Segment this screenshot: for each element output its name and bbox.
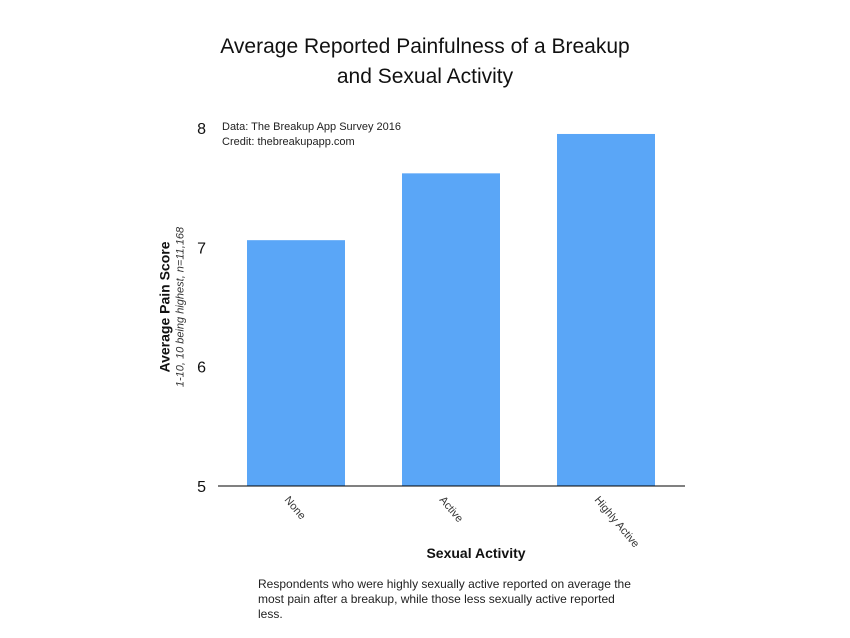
x-tick-label: Highly Active (592, 494, 642, 550)
chart-caption: Respondents who were highly sexually act… (258, 577, 631, 621)
x-tick-label: None (282, 494, 308, 522)
x-tick-label: Active (437, 494, 465, 525)
y-tick-label: 7 (197, 240, 206, 257)
y-axis-title: Average Pain Score (156, 241, 173, 373)
bar-active (402, 173, 500, 486)
bars-group (247, 133, 655, 486)
y-tick-label: 8 (197, 121, 206, 138)
y-tick-label: 5 (197, 479, 206, 496)
x-axis-title: Sexual Activity (426, 545, 526, 561)
source-data-line: Data: The Breakup App Survey 2016 (222, 121, 401, 133)
bar-none (247, 240, 345, 486)
x-ticks-group: None Active Highly Active (282, 494, 642, 550)
y-tick-label: 6 (197, 360, 206, 377)
y-axis-label: Average Pain Score 1-10, 10 being highes… (156, 227, 189, 387)
source-credit-line: Credit: thebreakupapp.com (222, 136, 355, 148)
y-axis-subtitle: 1-10, 10 being highest, n=11,168 (174, 226, 187, 388)
chart-title-line-2: and Sexual Activity (336, 65, 514, 88)
y-ticks-group: 5 6 7 8 (197, 121, 206, 496)
chart-title: Average Reported Painfulness of a Breaku… (0, 32, 850, 92)
source-annotation: Data: The Breakup App Survey 2016 Credit… (222, 120, 401, 150)
bar-highly-active (557, 133, 655, 486)
chart-title-line-1: Average Reported Painfulness of a Breaku… (220, 35, 630, 58)
